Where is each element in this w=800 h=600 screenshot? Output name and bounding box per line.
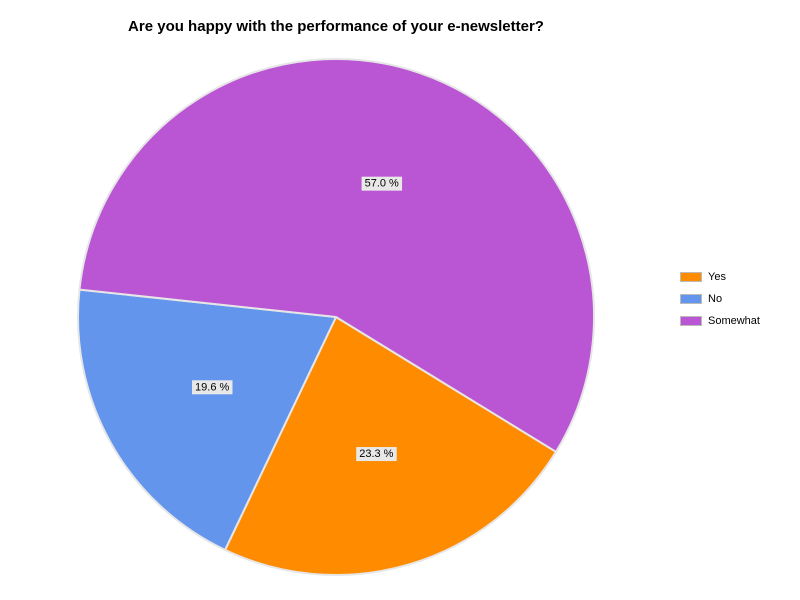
pie-slice-no	[77, 288, 338, 552]
legend-label: No	[708, 293, 723, 305]
data-label-no: 19.6 %	[192, 380, 233, 395]
chart-title: Are you happy with the performance of yo…	[128, 18, 544, 35]
pie-data-labels: 23.3 % 19.6 % 57.0 %	[192, 176, 403, 462]
legend-item-no: No	[680, 288, 760, 310]
pie-slices	[77, 58, 595, 576]
pie-slice-yes	[223, 315, 558, 576]
legend-label: Somewhat	[708, 315, 760, 327]
legend-swatch	[680, 294, 702, 304]
pie-slice-somewhat	[78, 58, 595, 454]
legend-swatch	[680, 316, 702, 326]
legend: Yes No Somewhat	[680, 266, 760, 332]
legend-item-somewhat: Somewhat	[680, 310, 760, 332]
legend-item-yes: Yes	[680, 266, 760, 288]
data-label-background	[356, 447, 397, 462]
data-label-yes: 23.3 %	[356, 447, 397, 462]
legend-swatch	[680, 272, 702, 282]
data-label-text: 23.3 %	[359, 448, 393, 460]
data-label-background	[192, 380, 233, 395]
data-label-background	[361, 176, 403, 191]
data-label-text: 57.0 %	[365, 178, 399, 190]
data-label-text: 19.6 %	[195, 381, 229, 393]
data-label-somewhat: 57.0 %	[361, 176, 403, 191]
legend-label: Yes	[708, 271, 726, 283]
